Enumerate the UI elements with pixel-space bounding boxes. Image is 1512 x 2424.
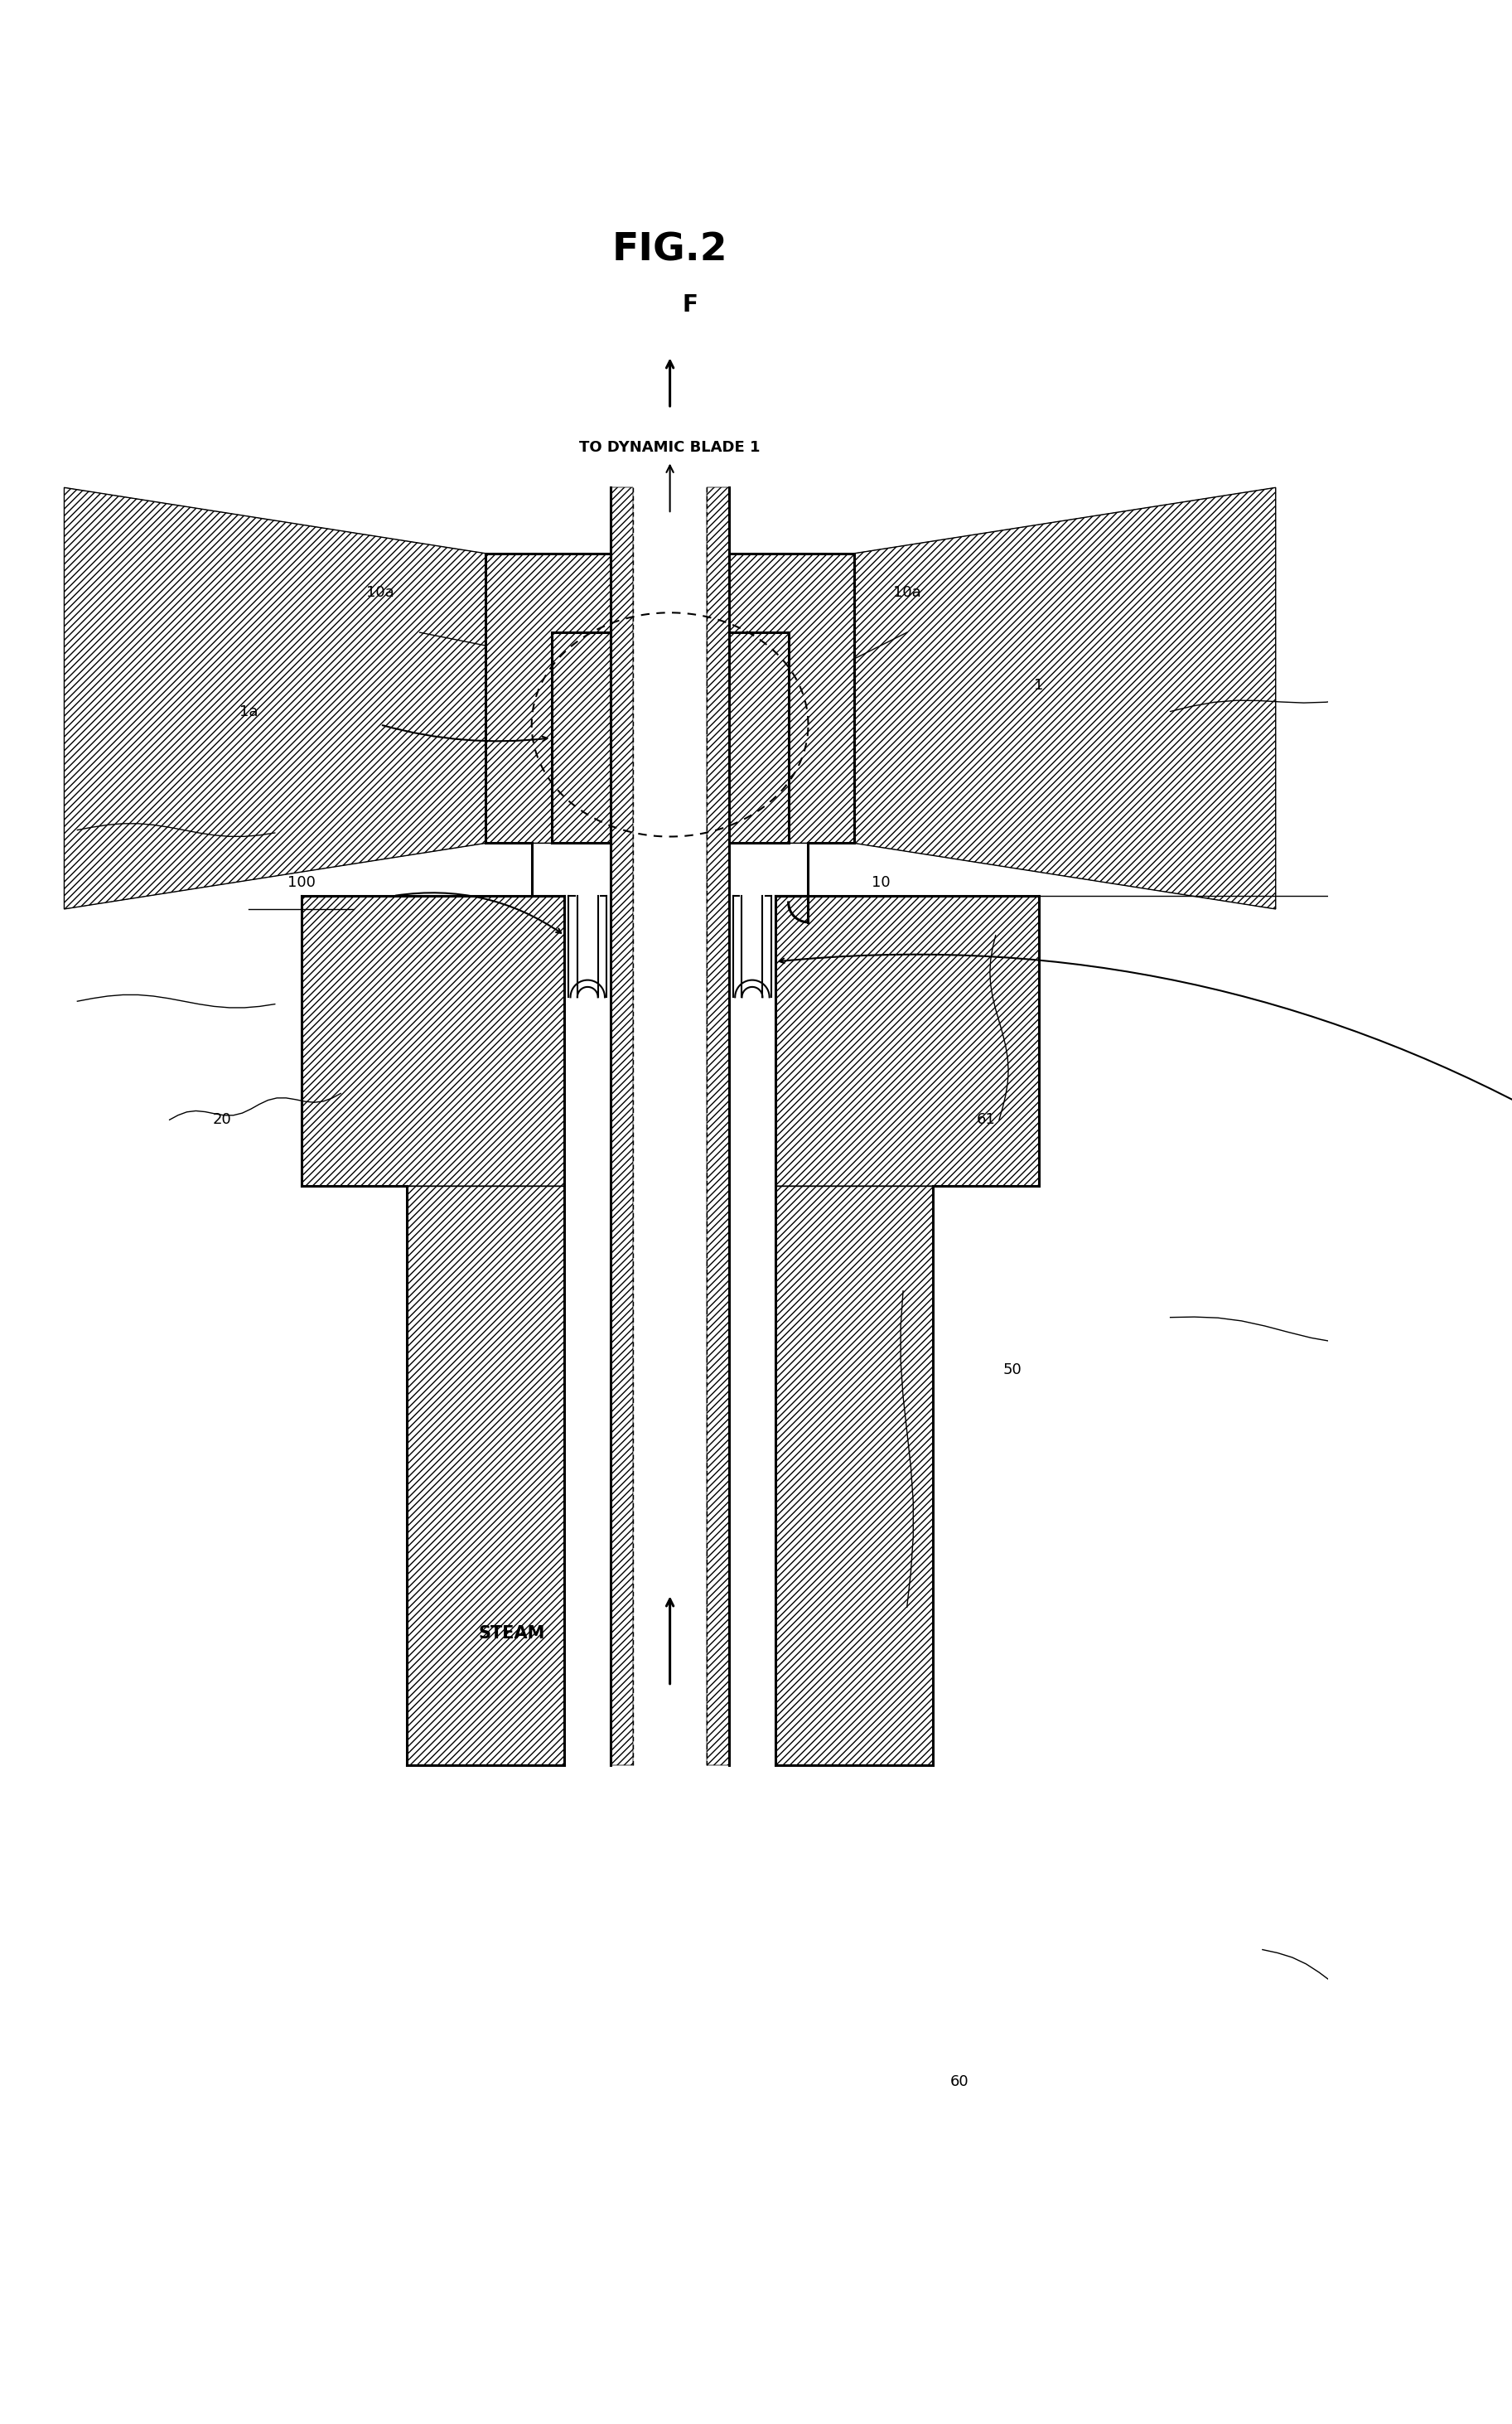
Polygon shape bbox=[854, 487, 1276, 909]
Polygon shape bbox=[485, 553, 611, 844]
Text: 10a: 10a bbox=[894, 587, 921, 601]
Polygon shape bbox=[706, 487, 729, 1765]
Polygon shape bbox=[611, 487, 634, 1765]
Polygon shape bbox=[64, 487, 485, 909]
Text: 10a: 10a bbox=[366, 587, 395, 601]
Polygon shape bbox=[776, 897, 1039, 1185]
Text: 20: 20 bbox=[213, 1113, 231, 1127]
Text: 50: 50 bbox=[1002, 1362, 1022, 1377]
Text: 61: 61 bbox=[977, 1113, 995, 1127]
Text: F: F bbox=[682, 293, 697, 315]
Text: 1a: 1a bbox=[239, 703, 259, 720]
Polygon shape bbox=[407, 1185, 564, 1765]
Text: 60: 60 bbox=[950, 2075, 969, 2089]
Text: 10: 10 bbox=[871, 875, 891, 890]
Polygon shape bbox=[776, 1185, 933, 1765]
Polygon shape bbox=[301, 897, 564, 1185]
Polygon shape bbox=[552, 633, 611, 844]
Polygon shape bbox=[729, 553, 854, 844]
Text: FIG.2: FIG.2 bbox=[612, 233, 727, 269]
Text: TO DYNAMIC BLADE 1: TO DYNAMIC BLADE 1 bbox=[579, 439, 761, 456]
Polygon shape bbox=[729, 633, 788, 844]
Text: 100: 100 bbox=[287, 875, 314, 890]
Text: STEAM: STEAM bbox=[479, 1624, 546, 1641]
Text: 1: 1 bbox=[1034, 679, 1043, 693]
